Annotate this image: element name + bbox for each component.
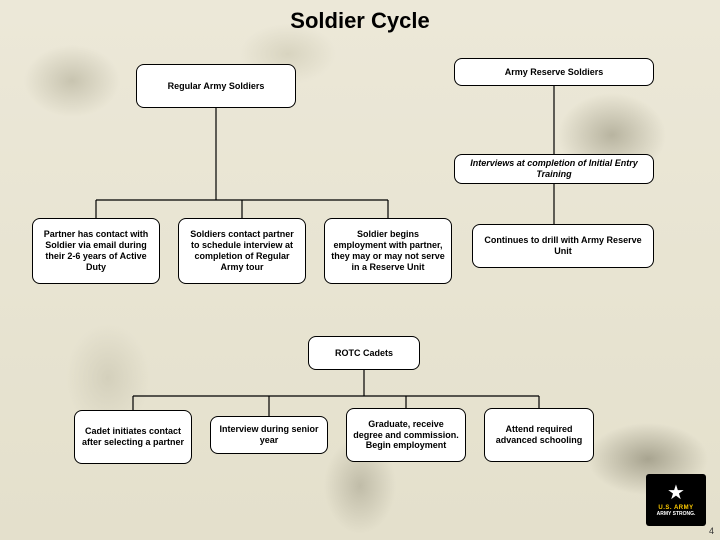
box-employment: Soldier begins employment with partner, … (324, 218, 452, 284)
box-attend: Attend required advanced schooling (484, 408, 594, 462)
page-title: Soldier Cycle (0, 0, 720, 34)
box-reserve: Army Reserve Soldiers (454, 58, 654, 86)
box-interviews: Interviews at completion of Initial Entr… (454, 154, 654, 184)
star-icon: ★ (667, 483, 685, 503)
box-drill: Continues to drill with Army Reserve Uni… (472, 224, 654, 268)
box-cadet-init: Cadet initiates contact after selecting … (74, 410, 192, 464)
box-senior: Interview during senior year (210, 416, 328, 454)
logo-tagline: ARMY STRONG. (657, 511, 696, 517)
box-graduate: Graduate, receive degree and commission.… (346, 408, 466, 462)
army-logo: ★ U.S. ARMY ARMY STRONG. (646, 474, 706, 526)
box-rotc: ROTC Cadets (308, 336, 420, 370)
page-number: 4 (709, 526, 714, 536)
box-regular-army: Regular Army Soldiers (136, 64, 296, 108)
box-schedule: Soldiers contact partner to schedule int… (178, 218, 306, 284)
box-partner: Partner has contact with Soldier via ema… (32, 218, 160, 284)
